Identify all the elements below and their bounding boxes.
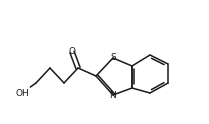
Text: N: N [110,91,116,99]
Text: S: S [110,53,116,62]
Text: OH: OH [15,89,29,97]
Text: O: O [69,47,75,57]
